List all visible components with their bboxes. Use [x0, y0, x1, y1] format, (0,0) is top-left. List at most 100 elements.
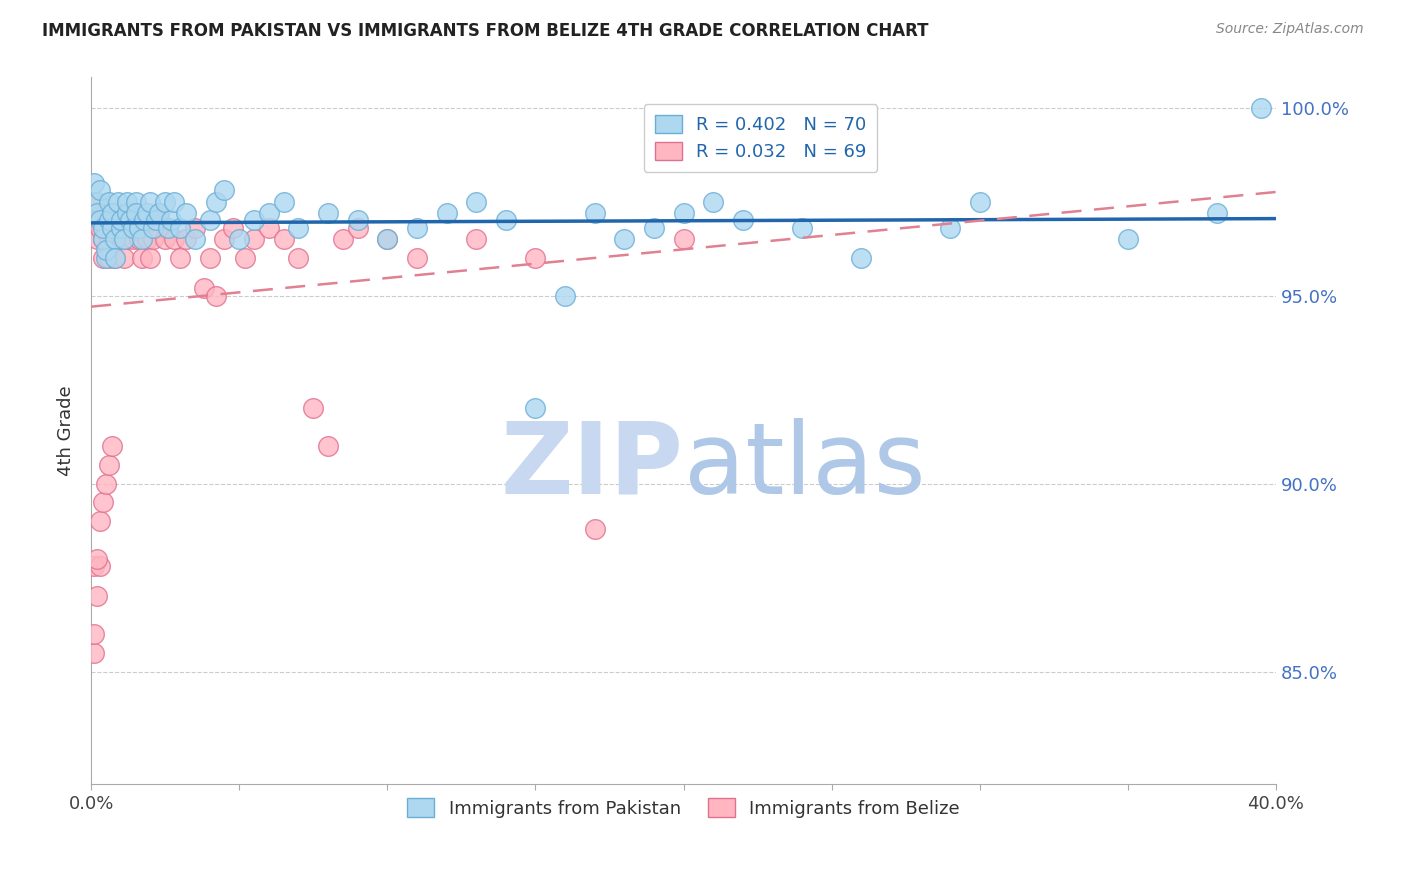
Point	[184, 220, 207, 235]
Point	[128, 220, 150, 235]
Point	[124, 206, 146, 220]
Point	[101, 439, 124, 453]
Point	[97, 458, 120, 472]
Point	[672, 206, 695, 220]
Point	[583, 522, 606, 536]
Point	[193, 281, 215, 295]
Point	[346, 220, 368, 235]
Point	[118, 213, 141, 227]
Point	[1250, 101, 1272, 115]
Point	[228, 232, 250, 246]
Point	[702, 194, 724, 209]
Point	[204, 288, 226, 302]
Point	[153, 194, 176, 209]
Point	[94, 206, 117, 220]
Point	[145, 220, 167, 235]
Point	[142, 232, 165, 246]
Point	[169, 251, 191, 265]
Point	[97, 194, 120, 209]
Text: atlas: atlas	[683, 417, 925, 515]
Point	[332, 232, 354, 246]
Point	[86, 551, 108, 566]
Point	[524, 251, 547, 265]
Point	[131, 251, 153, 265]
Point	[124, 220, 146, 235]
Point	[243, 232, 266, 246]
Point	[287, 220, 309, 235]
Point	[101, 220, 124, 235]
Point	[118, 206, 141, 220]
Point	[273, 194, 295, 209]
Point	[163, 232, 186, 246]
Point	[86, 213, 108, 227]
Point	[287, 251, 309, 265]
Point	[346, 213, 368, 227]
Point	[124, 194, 146, 209]
Point	[104, 251, 127, 265]
Point	[148, 206, 170, 220]
Point	[377, 232, 399, 246]
Point	[145, 213, 167, 227]
Point	[104, 232, 127, 246]
Point	[86, 206, 108, 220]
Point	[613, 232, 636, 246]
Point	[89, 220, 111, 235]
Point	[83, 559, 105, 574]
Point	[83, 194, 105, 209]
Point	[110, 213, 132, 227]
Point	[110, 232, 132, 246]
Point	[969, 194, 991, 209]
Point	[94, 251, 117, 265]
Point	[83, 176, 105, 190]
Point	[939, 220, 962, 235]
Point	[131, 232, 153, 246]
Point	[91, 220, 114, 235]
Point	[174, 206, 197, 220]
Point	[128, 232, 150, 246]
Point	[134, 213, 156, 227]
Point	[1205, 206, 1227, 220]
Point	[110, 220, 132, 235]
Point	[198, 251, 221, 265]
Point	[94, 476, 117, 491]
Point	[83, 627, 105, 641]
Point	[97, 232, 120, 246]
Point	[495, 213, 517, 227]
Point	[101, 220, 124, 235]
Point	[101, 206, 124, 220]
Point	[1116, 232, 1139, 246]
Point	[214, 183, 236, 197]
Text: ZIP: ZIP	[501, 417, 683, 515]
Point	[115, 206, 138, 220]
Point	[643, 220, 665, 235]
Point	[157, 220, 180, 235]
Point	[524, 401, 547, 416]
Point	[107, 206, 129, 220]
Point	[214, 232, 236, 246]
Point	[148, 206, 170, 220]
Point	[672, 232, 695, 246]
Point	[112, 251, 135, 265]
Point	[184, 232, 207, 246]
Point	[436, 206, 458, 220]
Point	[169, 220, 191, 235]
Point	[91, 251, 114, 265]
Point	[91, 495, 114, 509]
Point	[204, 194, 226, 209]
Point	[134, 220, 156, 235]
Point	[163, 194, 186, 209]
Point	[222, 220, 245, 235]
Point	[89, 183, 111, 197]
Point	[157, 220, 180, 235]
Point	[136, 232, 159, 246]
Point	[406, 251, 429, 265]
Point	[257, 220, 280, 235]
Point	[316, 439, 339, 453]
Point	[233, 251, 256, 265]
Point	[142, 220, 165, 235]
Point	[89, 559, 111, 574]
Point	[107, 194, 129, 209]
Point	[406, 220, 429, 235]
Point	[121, 232, 143, 246]
Point	[554, 288, 576, 302]
